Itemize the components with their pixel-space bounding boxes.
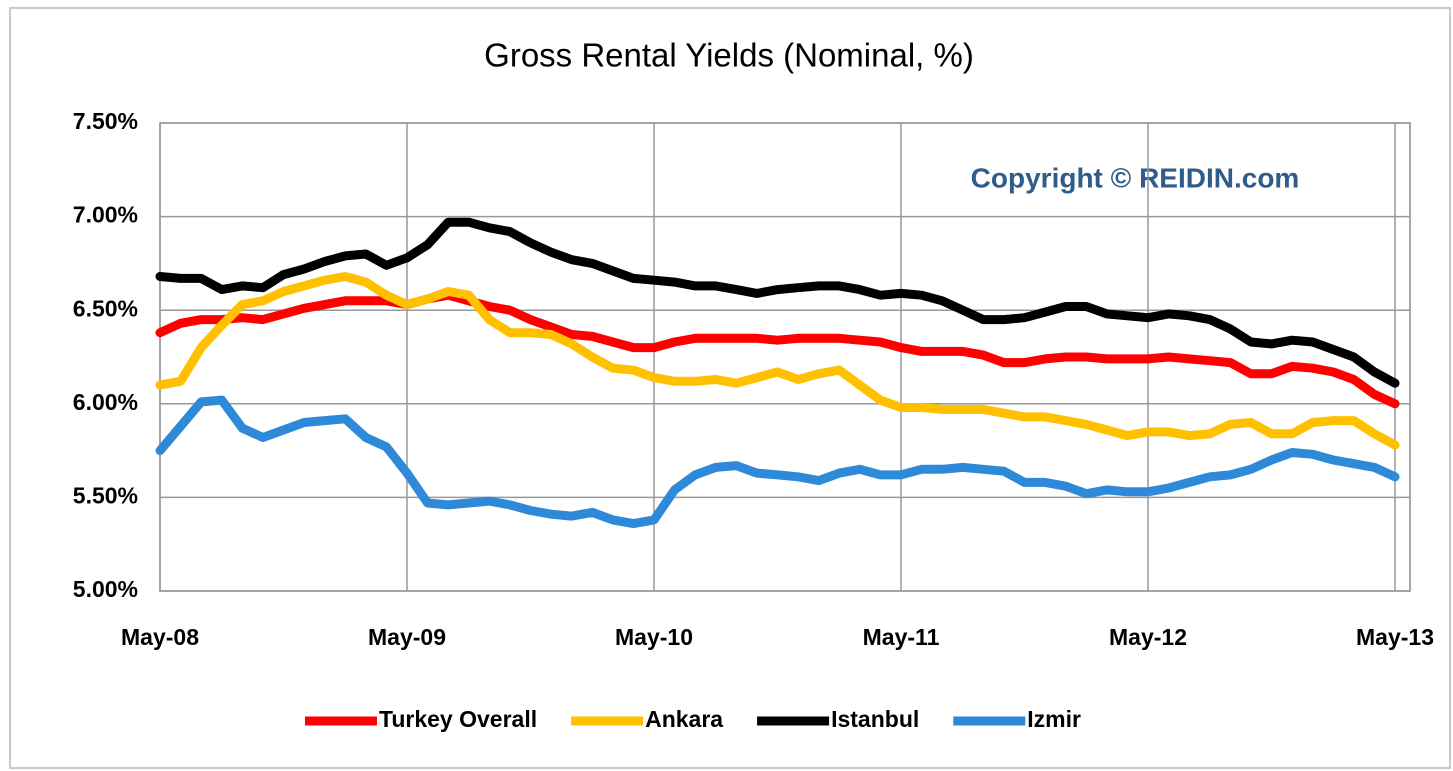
series-line: [155, 217, 1400, 388]
annotation: Copyright © REIDIN.com: [971, 162, 1300, 193]
legend-label: Istanbul: [831, 706, 919, 732]
y-tick-label: 5.50%: [73, 482, 138, 508]
y-tick-label: 7.00%: [73, 202, 138, 228]
x-tick-label: May-13: [1356, 624, 1434, 650]
series-line: [155, 395, 1400, 529]
legend-label: Ankara: [645, 706, 723, 732]
chart-frame: [9, 7, 1451, 769]
series-line: [155, 290, 1400, 409]
x-tick-label: May-12: [1109, 624, 1187, 650]
x-tick-label: May-09: [368, 624, 446, 650]
y-tick-label: 5.00%: [73, 576, 138, 602]
legend-label: Izmir: [1027, 706, 1081, 732]
y-tick-label: 7.50%: [73, 108, 138, 134]
chart-title: Gross Rental Yields (Nominal, %): [484, 37, 974, 74]
x-tick-label: May-08: [121, 624, 199, 650]
x-tick-label: May-10: [615, 624, 693, 650]
x-tick-label: May-11: [863, 624, 940, 650]
y-tick-label: 6.00%: [73, 389, 138, 415]
series-line: [155, 272, 1400, 450]
legend-label: Turkey Overall: [379, 706, 537, 732]
legend: Turkey Overall Ankara Istanbul Izmir: [305, 706, 1081, 732]
y-tick-label: 6.50%: [73, 295, 138, 321]
